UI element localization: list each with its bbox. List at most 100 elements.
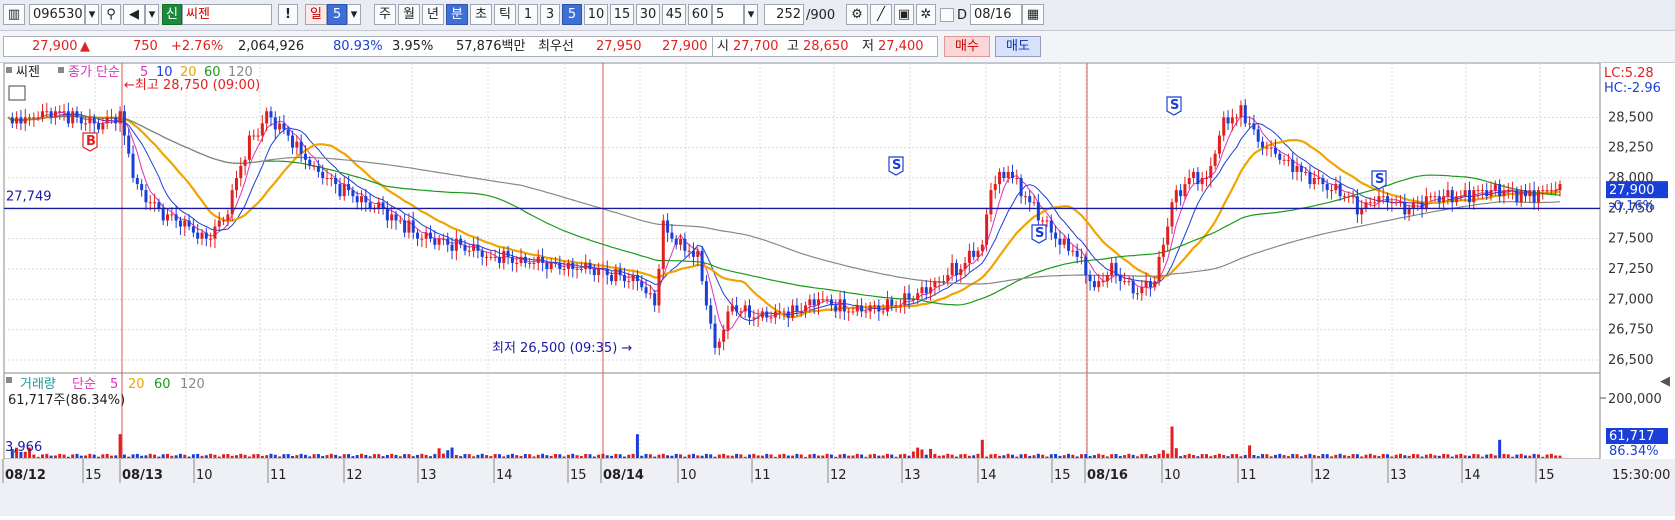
volume-bar	[894, 456, 898, 458]
candle-body	[592, 269, 596, 276]
interval-3-button[interactable]: 3	[540, 4, 560, 25]
volume-bar	[234, 455, 238, 458]
interval-60-button[interactable]: 60	[688, 4, 712, 25]
interval-5-button[interactable]: 5	[562, 4, 582, 25]
period-tick-button[interactable]: 틱	[494, 4, 516, 25]
volume-bar	[631, 453, 635, 458]
candle-body	[519, 256, 523, 263]
code-dropdown-icon[interactable]: ▾	[85, 4, 99, 25]
save-icon[interactable]: ▣	[894, 4, 914, 25]
volume-bar	[791, 455, 795, 458]
volume-bar	[428, 456, 432, 458]
volume-bar	[614, 453, 618, 458]
period-minute-button[interactable]: 분	[446, 4, 468, 25]
period-year-button[interactable]: 년	[422, 4, 444, 25]
candle-body	[1360, 208, 1364, 215]
buy-button[interactable]: 매수	[944, 36, 990, 57]
search-icon[interactable]: ⚲	[101, 4, 121, 25]
candle-body	[674, 238, 678, 245]
volume-bar	[566, 454, 570, 458]
volume-bar	[1437, 455, 1441, 458]
volume-bar	[53, 455, 57, 458]
volume-bar	[372, 454, 376, 458]
date-checkbox[interactable]	[940, 8, 954, 22]
volume-bar	[71, 454, 75, 458]
candle-body	[532, 262, 536, 264]
alert-button[interactable]: !	[278, 4, 298, 25]
volume-bar	[1084, 454, 1088, 458]
sell-button[interactable]: 매도	[995, 36, 1041, 57]
volume-bar	[92, 454, 96, 458]
date-input[interactable]: 08/16	[970, 4, 1022, 25]
x-axis-label: 10	[1164, 468, 1181, 483]
period-day-button[interactable]: 일	[305, 4, 327, 25]
candle-body	[804, 305, 808, 312]
volume-bar	[1006, 453, 1010, 458]
candle-body	[1411, 202, 1415, 209]
volume-ratio: 80.93%	[333, 39, 383, 54]
volume-bar	[1407, 455, 1411, 458]
calendar-icon[interactable]: ▦	[1022, 4, 1044, 25]
candle-body	[1248, 123, 1252, 125]
candle-body	[1554, 190, 1558, 192]
interval-45-button[interactable]: 45	[662, 4, 686, 25]
volume-bar	[1179, 456, 1183, 458]
period-dropdown-icon[interactable]: ▾	[347, 4, 361, 25]
candle-body	[1342, 196, 1346, 198]
candle-body	[1265, 147, 1269, 149]
custom-interval-field[interactable]: 5	[712, 4, 744, 25]
candle-body	[515, 262, 519, 264]
stock-code-input[interactable]: 096530	[29, 4, 85, 25]
interval-30-button[interactable]: 30	[636, 4, 660, 25]
volume-bar	[1455, 454, 1459, 458]
volume-bar	[1411, 453, 1415, 458]
high-price: 28,650	[803, 39, 849, 54]
period-month-button[interactable]: 월	[398, 4, 420, 25]
custom-interval-dropdown-icon[interactable]: ▾	[744, 4, 758, 25]
volume-bar	[907, 455, 911, 458]
interval-15-button[interactable]: 15	[610, 4, 634, 25]
volume-bar	[812, 453, 816, 458]
draw-line-icon[interactable]: ╱	[870, 4, 892, 25]
period-week-button[interactable]: 주	[374, 4, 396, 25]
candle-body	[1088, 275, 1092, 282]
candle-body	[877, 305, 881, 312]
candle-body	[1118, 275, 1122, 282]
period-num-field[interactable]: 5	[327, 4, 347, 25]
candle-body	[364, 196, 368, 203]
x-axis-label: 08/14	[603, 468, 644, 483]
chart-area[interactable]: 27,749 씨젠 종가 단순 5 10 20 60 120 거래량 단순 5 20 60 120 61,…	[0, 62, 1675, 516]
candle-body	[403, 220, 407, 233]
volume-bar	[454, 455, 458, 458]
candle-body	[1373, 202, 1377, 204]
candle-body	[157, 202, 161, 209]
candle-body	[493, 256, 497, 258]
volume-bar	[506, 454, 510, 458]
layout-menu-icon[interactable]: ▥	[3, 4, 25, 25]
toolbar: ▥ 096530 ▾ ⚲ ◀ ▾ 신 씨젠 ! 일 5 ▾ 주 월 년 분 초 …	[0, 0, 1675, 31]
count-field[interactable]: 252	[764, 4, 804, 25]
speaker-dropdown-icon[interactable]: ▾	[145, 4, 159, 25]
candle-body	[1472, 190, 1476, 203]
candle-body	[1213, 153, 1217, 166]
candle-body	[752, 317, 756, 319]
candle-body	[528, 262, 532, 264]
stock-name-field[interactable]: 씨젠	[182, 4, 272, 25]
volume-bar	[795, 453, 799, 458]
interval-1-button[interactable]: 1	[518, 4, 538, 25]
interval-10-button[interactable]: 10	[584, 4, 608, 25]
volume-bar	[674, 453, 678, 458]
candlestick-chart[interactable]: 27,749 씨젠 종가 단순 5 10 20 60 120 거래량 단순 5 20 60 120 61,…	[0, 62, 1675, 516]
period-second-button[interactable]: 초	[470, 4, 492, 25]
candle-body	[760, 311, 764, 318]
candle-body	[748, 305, 752, 318]
volume-bar	[579, 455, 583, 458]
speaker-icon[interactable]: ◀	[123, 4, 145, 25]
candle-body	[472, 244, 476, 251]
volume-legend-ma-60: 60	[154, 377, 171, 392]
candle-body	[911, 299, 915, 301]
volume-bar	[1459, 453, 1463, 458]
settings-gear-icon[interactable]: ✲	[916, 4, 936, 25]
indicator-add-icon[interactable]: ⚙	[846, 4, 868, 25]
current-price-label: 27,900	[1609, 183, 1655, 198]
